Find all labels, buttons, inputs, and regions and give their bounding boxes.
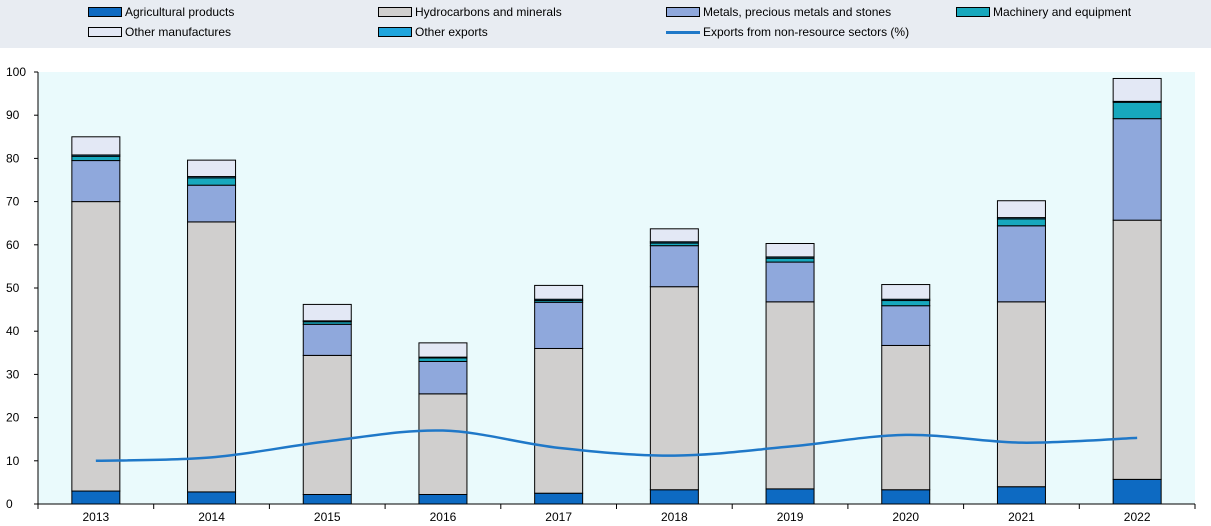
- legend-swatch-hydrocarbons-minerals: [378, 7, 412, 17]
- legend-line-non-resource: [666, 30, 700, 34]
- bar-segment-hydro-2022: [1112, 219, 1162, 480]
- y-tick-label: 70: [6, 195, 20, 209]
- legend-label: Exports from non-resource sectors (%): [703, 25, 910, 39]
- bar-segment-agri-2022: [1112, 478, 1162, 505]
- legend-item-agricultural-products: Agricultural products: [88, 5, 234, 19]
- bar-segment-hydro-2013: [71, 201, 121, 492]
- bar-segment-agri-2013: [71, 490, 121, 505]
- y-tick-label: 0: [6, 497, 13, 511]
- legend-item-non-resource-line: Exports from non-resource sectors (%): [666, 25, 909, 39]
- legend-label: Other exports: [415, 25, 488, 39]
- bar-segment-othman-2018: [649, 228, 699, 243]
- x-tick-label: 2014: [198, 510, 225, 524]
- bar-segment-mach-2013: [71, 155, 121, 162]
- x-tick-label: 2021: [1008, 510, 1035, 524]
- x-tick-label: 2020: [892, 510, 919, 524]
- legend-label: Machinery and equipment: [993, 5, 1132, 19]
- bar-segment-othman-2022: [1112, 77, 1162, 102]
- bar-segment-othman-2015: [302, 303, 352, 322]
- bar-segment-mach-2022: [1112, 101, 1162, 120]
- bar-segment-metals-2017: [534, 301, 584, 349]
- bar-segment-metals-2013: [71, 160, 121, 203]
- bar-segment-agri-2017: [534, 492, 584, 505]
- bar-segment-agri-2020: [881, 489, 931, 505]
- y-tick-label: 50: [6, 281, 20, 295]
- legend-item-other-exports: Other exports: [378, 25, 488, 39]
- bar-segment-agri-2016: [418, 493, 468, 505]
- y-tick-label: 80: [6, 151, 20, 165]
- x-tick-label: 2022: [1124, 510, 1151, 524]
- bar-segment-metals-2018: [649, 245, 699, 288]
- legend-label: Agricultural products: [125, 5, 235, 19]
- legend-label: Hydrocarbons and minerals: [415, 5, 562, 19]
- x-tick-label: 2018: [661, 510, 688, 524]
- bar-segment-hydro-2018: [649, 286, 699, 491]
- y-tick-label: 30: [6, 367, 20, 381]
- non-resource-line: [95, 429, 1138, 463]
- legend-item-hydrocarbons-minerals: Hydrocarbons and minerals: [378, 5, 562, 19]
- x-tick-label: 2015: [314, 510, 341, 524]
- bar-segment-agri-2014: [187, 491, 237, 505]
- bar-segment-metals-2022: [1112, 118, 1162, 221]
- legend-item-machinery: Machinery and equipment: [956, 5, 1131, 19]
- y-tick-label: 100: [6, 65, 26, 79]
- legend-label: Other manufactures: [125, 25, 232, 39]
- bar-segment-othman-2014: [187, 159, 237, 178]
- y-tick-label: 20: [6, 411, 20, 425]
- bar-segment-agri-2019: [765, 488, 815, 505]
- legend-swatch-other-exports: [378, 27, 412, 37]
- y-tick-label: 40: [6, 324, 20, 338]
- bar-segment-hydro-2014: [187, 221, 237, 493]
- bar-segment-hydro-2019: [765, 301, 815, 490]
- bar-segment-mach-2016: [418, 357, 468, 362]
- legend-swatch-machinery: [956, 7, 990, 17]
- x-tick-label: 2013: [82, 510, 109, 524]
- bar-segment-agri-2021: [996, 486, 1046, 505]
- bar-segment-othman-2017: [534, 284, 584, 300]
- legend-item-other-manufactures: Other manufactures: [88, 25, 231, 39]
- y-tick-label: 60: [6, 238, 20, 252]
- bar-segment-hydro-2015: [302, 354, 352, 495]
- bar-segment-agri-2015: [302, 493, 352, 505]
- legend-item-metals: Metals, precious metals and stones: [666, 5, 891, 19]
- bar-segment-hydro-2017: [534, 347, 584, 494]
- bar-segment-hydro-2021: [996, 301, 1046, 488]
- bar-segment-mach-2014: [187, 177, 237, 186]
- y-tick-label: 10: [6, 454, 20, 468]
- bar-segment-othman-2019: [765, 243, 815, 258]
- bar-segment-metals-2019: [765, 261, 815, 303]
- bar-segment-othman-2013: [71, 136, 121, 156]
- bar-segment-metals-2016: [418, 360, 468, 395]
- bar-segment-othman-2016: [418, 342, 468, 358]
- x-tick-label: 2019: [777, 510, 804, 524]
- bar-segment-agri-2018: [649, 489, 699, 505]
- legend-swatch-metals: [666, 7, 700, 17]
- bar-segment-metals-2014: [187, 184, 237, 223]
- bar-segment-mach-2019: [765, 257, 815, 263]
- bar-segment-metals-2020: [881, 305, 931, 346]
- bar-segment-othman-2021: [996, 200, 1046, 219]
- y-tick-label: 90: [6, 108, 20, 122]
- bar-segment-mach-2020: [881, 300, 931, 307]
- x-tick-label: 2016: [430, 510, 457, 524]
- bar-segment-hydro-2016: [418, 393, 468, 495]
- bar-segment-othman-2020: [881, 284, 931, 300]
- legend-swatch-agricultural-products: [88, 7, 122, 17]
- chart-legend: Agricultural products Hydrocarbons and m…: [0, 0, 1211, 48]
- legend-label: Metals, precious metals and stones: [703, 5, 892, 19]
- legend-swatch-other-manufactures: [88, 27, 122, 37]
- bar-segment-metals-2015: [302, 323, 352, 356]
- x-tick-label: 2017: [545, 510, 572, 524]
- bar-segment-metals-2021: [996, 225, 1046, 303]
- bar-segment-mach-2021: [996, 218, 1046, 227]
- bar-segment-hydro-2020: [881, 344, 931, 491]
